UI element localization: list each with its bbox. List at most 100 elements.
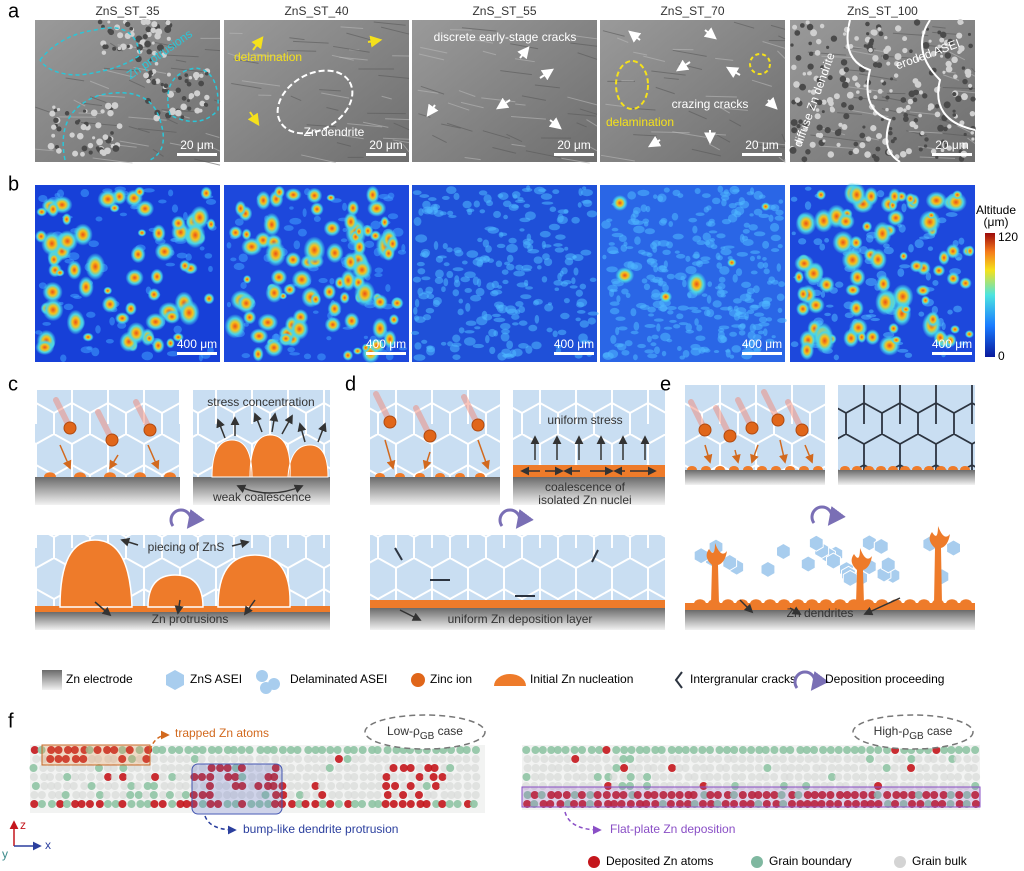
speckle [513,270,525,277]
bump-highlight [191,763,283,815]
atom [431,782,440,790]
speckle [317,353,326,361]
sem-texture [482,50,497,56]
speckle [462,200,472,209]
sem-grain [871,153,877,159]
speckle [945,212,958,217]
sem-texture [128,79,146,88]
atom [715,764,724,772]
speckle [414,316,426,323]
sem-texture [138,127,177,133]
atom [110,746,119,754]
atom [350,782,359,790]
zinc-ion [745,421,759,435]
intergranular-crack [394,547,403,561]
atom [304,764,313,772]
speckle [460,276,471,283]
atom [651,800,660,808]
atom [705,773,714,781]
speckle [676,253,686,259]
speckle [544,303,554,312]
atom [184,746,193,754]
atom [754,791,763,799]
sem-grain [810,89,817,95]
sem-grain [795,55,802,61]
speckle [552,189,560,195]
sem-texture [194,158,221,166]
altitude-spot [615,267,635,284]
sem-grain [801,156,808,163]
speckle [502,279,509,285]
sem-texture [205,143,221,152]
speckle [504,261,511,266]
sem-grain [110,131,114,135]
speckle [168,189,174,197]
speckle [692,235,702,242]
speckle [747,309,755,315]
annotation: Zn dendrite [304,125,365,139]
atom [675,764,684,772]
altitude-spot [965,245,975,257]
speckle [713,314,722,320]
atom [585,800,594,808]
flat-highlight [521,786,981,808]
zn-nucleus [74,472,86,477]
legend-label: Zinc ion [430,672,472,686]
atom [554,791,563,799]
speckle [523,203,531,208]
atom [780,782,789,790]
atom [440,791,449,799]
sem-texture [92,157,133,164]
speckle [498,192,509,200]
atom [699,764,708,772]
speckle [644,324,656,328]
atom [818,764,827,772]
atom [722,764,731,772]
sem-texture [577,52,598,60]
altitude-spot [950,324,960,334]
sem-grain [181,95,187,101]
atom [675,800,684,808]
atom [71,800,80,808]
atom [174,791,183,799]
sem-grain [925,27,930,31]
atom [738,791,747,799]
atom [334,800,343,808]
arrow [109,454,119,470]
atom [628,764,637,772]
sem-grain [53,117,59,124]
altitude-spot [322,283,337,300]
sem-grain [100,109,105,114]
atom [445,800,454,808]
sem-grain [144,19,151,25]
atom [86,791,95,799]
atom [263,746,272,754]
atom [772,764,781,772]
atom [764,755,773,763]
atom [430,764,439,772]
speckle [80,189,90,198]
annotation: Flat-plate Zn deposition [610,822,735,836]
sem-grain [802,122,808,128]
altitude-spot [933,329,948,346]
zn-nucleus [785,466,795,470]
zn-nucleus [960,599,972,604]
sem-grain [156,44,164,52]
atom [374,782,383,790]
atom [247,773,256,781]
atom [175,782,184,790]
speckle [901,203,907,213]
speckle [73,295,82,300]
sem-grain [892,116,896,121]
atom [609,773,618,781]
atom [214,746,223,754]
speckle [632,206,641,215]
speckle [437,255,447,259]
speckle [624,340,633,347]
sem-grain [143,72,150,79]
atom [391,791,400,799]
atom [407,791,416,799]
sem-texture [579,108,598,115]
sem-grain [918,113,922,118]
atom [311,746,320,754]
